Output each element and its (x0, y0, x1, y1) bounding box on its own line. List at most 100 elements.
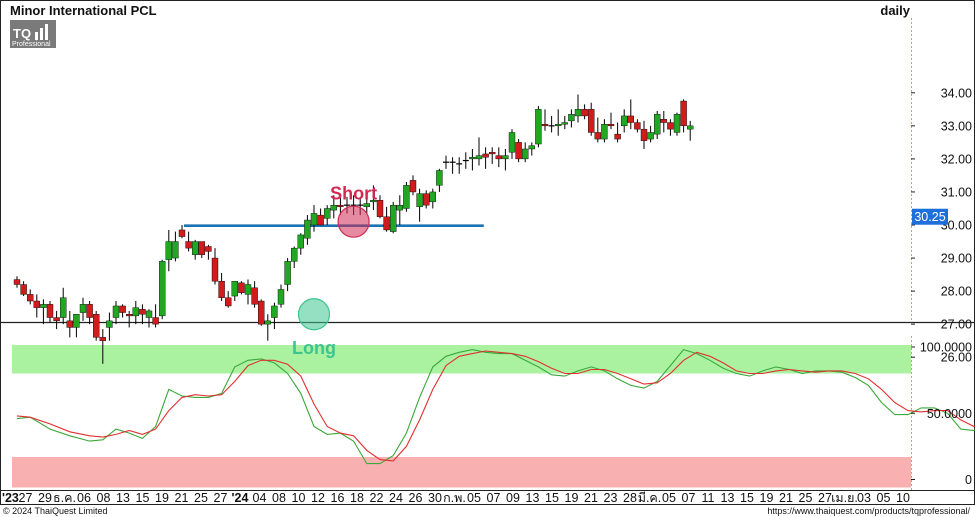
candle-body (515, 142, 522, 160)
date-label: 22 (370, 491, 384, 505)
last-price-label: 30.25 (914, 210, 945, 224)
date-label: 09 (506, 491, 520, 505)
candle-67 (456, 157, 463, 174)
annotation-label-0: Short (330, 184, 377, 204)
osc-tick-label: 50.0000 (927, 407, 972, 421)
candle-body (363, 203, 370, 208)
date-label: มี.ค. (638, 491, 662, 505)
candle-body (502, 155, 509, 160)
candle-body (647, 132, 654, 140)
last-price-box (912, 208, 948, 225)
price-tick-label: 33.00 (941, 119, 972, 133)
candle-35 (244, 279, 252, 305)
candle-body (607, 123, 615, 127)
candle-80 (541, 109, 549, 131)
candle-94 (634, 119, 641, 133)
candle-body (238, 282, 245, 293)
candle-65 (443, 155, 449, 169)
candle-22 (158, 259, 166, 320)
candle-body (53, 317, 60, 322)
candle-40 (277, 284, 285, 308)
candle-69 (469, 148, 476, 171)
price-tick-label: 29.00 (941, 252, 972, 266)
price-tick-label: 34.00 (941, 86, 972, 100)
candle-body (20, 284, 27, 295)
candle-body (390, 204, 397, 232)
candle-58 (396, 195, 403, 225)
stochastic-d-line (16, 350, 975, 462)
candle-body (423, 193, 430, 206)
candle-20 (145, 309, 153, 328)
price-tick-label: 31.00 (941, 185, 972, 199)
candle-body (172, 241, 179, 259)
candle-body (508, 132, 516, 153)
candle-body (614, 133, 621, 140)
candle-83 (561, 115, 568, 130)
candle-body (191, 241, 199, 255)
candle-body (687, 125, 694, 130)
candle-28 (198, 241, 206, 259)
price-tick-label: 30.00 (941, 219, 972, 233)
candle-6 (53, 310, 60, 330)
candle-46 (317, 208, 324, 226)
candle-body (277, 289, 285, 305)
logo-main: TQ (13, 26, 31, 41)
date-label: 13 (116, 491, 130, 505)
candle-15 (112, 301, 120, 325)
candle-body (673, 114, 681, 133)
oversold-zone (12, 456, 911, 488)
date-label: 07 (682, 491, 696, 505)
chart-frame (0, 0, 975, 505)
candle-70 (475, 137, 483, 166)
candle-61 (416, 188, 423, 222)
candle-45 (310, 205, 318, 232)
candle-body (680, 100, 687, 127)
candle-body (337, 204, 344, 208)
candle-body (27, 294, 34, 302)
candle-86 (581, 104, 588, 120)
candle-23 (165, 229, 173, 272)
date-label: 07 (487, 491, 501, 505)
candle-body (13, 279, 21, 285)
candle-body (640, 128, 648, 141)
date-label: 19 (760, 491, 774, 505)
candle-60 (409, 175, 417, 196)
date-label: 27 (818, 491, 832, 505)
candle-4 (40, 299, 47, 325)
overbought-zone (12, 345, 911, 374)
candle-9 (73, 314, 80, 338)
candle-body (165, 241, 173, 260)
candle-body (198, 241, 206, 255)
date-label: 04 (253, 491, 267, 505)
candle-body (112, 305, 120, 318)
candle-32 (224, 291, 232, 308)
candle-body (317, 214, 324, 226)
candle-body (561, 122, 568, 125)
candle-87 (588, 102, 595, 136)
candle-44 (304, 215, 311, 245)
date-label: 19 (155, 491, 169, 505)
candle-body (568, 114, 575, 122)
candle-2 (27, 289, 34, 305)
date-label: 13 (721, 491, 735, 505)
candle-body (574, 109, 582, 117)
candle-body (152, 317, 159, 325)
date-label: 10 (292, 491, 306, 505)
date-label: 15 (136, 491, 150, 505)
candle-body (33, 300, 40, 308)
candle-57 (390, 201, 397, 234)
date-label: 18 (350, 491, 364, 505)
stochastic-k-line (16, 348, 975, 465)
candle-68 (462, 152, 469, 169)
candle-49 (337, 196, 344, 216)
candle-72 (489, 147, 496, 164)
candle-5 (46, 301, 54, 323)
candle-53 (363, 191, 370, 214)
date-label: 19 (565, 491, 579, 505)
candle-body (158, 261, 166, 317)
date-label: 10 (896, 491, 910, 505)
date-label: 13 (526, 491, 540, 505)
candle-76 (515, 139, 522, 163)
candle-18 (132, 301, 140, 325)
date-label: 24 (389, 491, 403, 505)
